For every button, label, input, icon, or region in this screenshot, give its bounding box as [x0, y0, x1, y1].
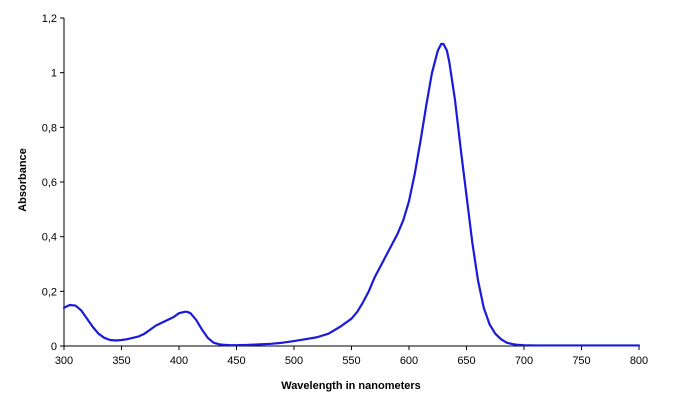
x-axis-title: Wavelength in nanometers	[281, 380, 421, 392]
x-tick-label: 450	[227, 355, 245, 367]
axes	[63, 18, 639, 347]
y-tick-label: 0,2	[42, 286, 57, 298]
y-tick-label: 1,2	[42, 13, 57, 25]
y-tick-label: 0,8	[42, 122, 57, 134]
x-tick-label: 500	[285, 355, 303, 367]
x-tick-label: 750	[572, 355, 590, 367]
tick-marks	[60, 17, 640, 350]
y-tick-label: 1	[51, 68, 57, 80]
x-tick-label: 350	[112, 355, 130, 367]
x-tick-label: 300	[55, 355, 73, 367]
y-tick-label: 0,4	[42, 232, 57, 244]
y-axis-title: Absorbance	[17, 148, 29, 212]
x-tick-label: 400	[170, 355, 188, 367]
tick-labels: 0 0,2 0,4 0,6 0,8 1 1,2 300 350 400 450 500 550 600 65…	[42, 13, 648, 367]
x-tick-label: 650	[457, 355, 475, 367]
x-tick-label: 700	[515, 355, 533, 367]
absorbance-series-line	[62, 42, 641, 347]
y-tick-label: 0	[51, 341, 57, 353]
x-tick-label: 550	[342, 355, 360, 367]
x-tick-label: 800	[630, 355, 648, 367]
y-tick-label: 0,6	[42, 177, 57, 189]
x-tick-label: 600	[400, 355, 418, 367]
